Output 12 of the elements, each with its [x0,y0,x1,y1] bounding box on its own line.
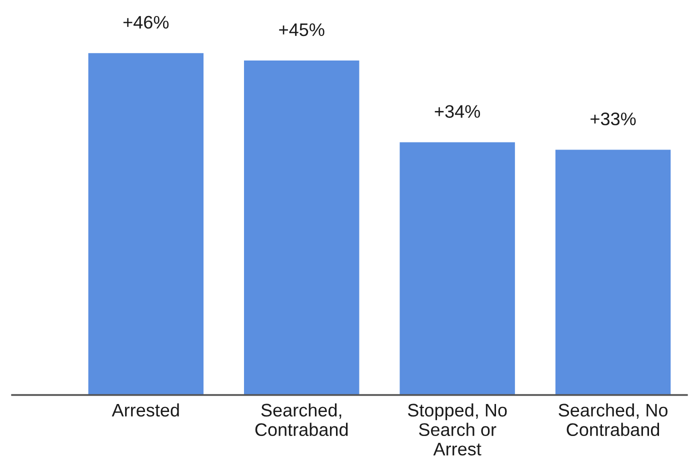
data-label: +33% [590,112,636,126]
bar [244,60,360,395]
x-tick-label: Searched, No Contraband [558,403,668,436]
x-tick-label: Stopped, No Search or Arrest [408,403,507,456]
data-label: +45% [279,23,324,36]
bar [88,53,204,395]
x-tick-label: Arrested [112,403,179,417]
x-tick-label: Searched, Contraband [255,403,348,436]
bar [400,142,515,395]
data-label: +46% [123,16,169,29]
bar [555,150,671,395]
data-label: +34% [434,105,480,118]
